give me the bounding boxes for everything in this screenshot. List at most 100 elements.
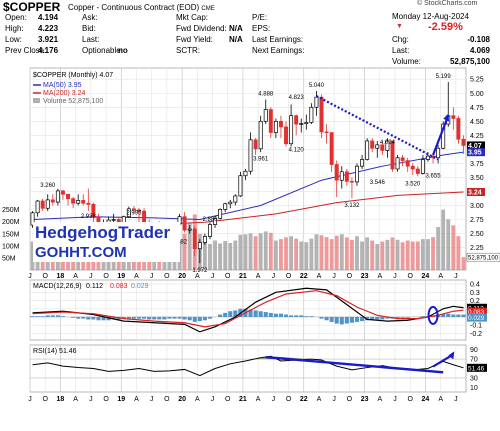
volume-bar [304,242,309,270]
quote-value: no [118,46,128,55]
quote-value: 52,875,100 [449,57,490,66]
volume-bar [405,240,410,270]
macd-histogram-bar [289,315,294,317]
candle-body [278,120,283,128]
volume-tag: 52,875,100 [468,256,499,262]
watermark-line1: HedgehogTrader [33,222,180,243]
volume-bar [329,239,334,270]
x-tick-label: J [150,396,154,403]
macd-histogram-bar [111,316,116,320]
quote-label: High: [5,24,24,33]
price-annotation: 4.888 [258,92,274,98]
candle-body [334,164,339,181]
macd-histogram-bar [131,316,136,319]
candle-body [30,212,35,226]
macd-histogram-bar [197,316,202,322]
x-tick-label: J [89,396,93,403]
quote-label: Fwd Yield: [176,35,213,44]
x-tick-label: A [317,396,322,403]
volume-bar [258,233,263,270]
candle-body [253,139,258,150]
down-arrow-icon: ▼ [396,23,403,30]
x-tick-label: O [103,396,109,403]
x-tick-label: J [332,273,336,280]
x-tick-label: J [28,396,32,403]
macd-legend: MACD(12,26,9) [33,283,82,290]
volume-tick-label: 250M [2,207,20,214]
x-tick-label: A [377,396,382,403]
x-tick-label: J [393,396,397,403]
candle-body [238,175,243,197]
instrument-name: Copper - Continuous Contract (EOD) CME [68,3,215,12]
candle-body [314,96,319,108]
candle-body [395,157,400,170]
rsi-tag: 51.46 [468,365,485,372]
macd-histogram-bar [218,314,223,317]
quote-label: Last: [82,35,100,44]
candle-body [426,155,430,160]
volume-bar [390,237,395,270]
rsi-tick-label: 70 [470,357,478,364]
quote-label: Next Earnings: [252,46,305,55]
macd-histogram-bar [456,314,461,317]
macd-histogram-bar [50,315,55,317]
candle-body [45,199,50,209]
rsi-legend: RSI(14) 51.46 [33,348,77,355]
volume-bar [218,243,223,270]
macd-histogram-bar [81,316,86,319]
price-annotation: 3.961 [253,157,269,163]
quote-label: Fwd Dividend: [176,24,227,33]
macd-histogram-bar [349,316,354,323]
y-tick-label: 3.50 [470,175,484,182]
x-tick-label: 21 [239,396,247,403]
price-tag: 4.07 [468,143,482,150]
candle-body [380,144,385,151]
volume-bar [243,234,248,270]
macd-histogram-bar [182,316,187,320]
x-tick-label: J [454,273,458,280]
quote-value: 4.194 [38,13,59,22]
candle-body [35,200,40,214]
quote-value: 4.223 [38,24,59,33]
price-legend: $COPPER (Monthly) 4.07 [33,72,113,79]
macd-histogram-bar [136,316,142,319]
macd-histogram-bar [91,316,96,320]
candle-body [187,228,192,231]
change-percent: -2.59% [428,21,463,33]
x-tick-label: O [286,273,292,280]
macd-histogram-bar [60,316,65,317]
price-annotation: 4.823 [289,95,305,101]
candle-body [304,122,309,124]
macd-histogram-bar [405,316,410,318]
ma50-legend: MA(50) 3.95 [43,82,82,89]
candle-body [284,126,288,145]
macd-histogram-bar [339,316,344,325]
candle-body [375,144,380,149]
quote-label: Last Earnings: [252,35,304,44]
macd-histogram-bar [451,314,456,317]
macd-histogram-bar [202,316,207,321]
macd-histogram-bar [187,316,192,321]
price-tag-box [467,141,485,150]
candle-body [299,123,304,125]
macd-histogram-bar [253,310,258,317]
quote-label: Volume: [392,57,421,66]
macd-tag-box [467,307,487,316]
candle-body [66,193,70,200]
quote-value: 4.176 [38,46,59,55]
quote-label: Ask: [82,13,98,22]
x-tick-label: A [256,396,261,403]
rsi-tick-label: 10 [470,385,478,392]
candle-body [329,132,334,165]
x-tick-label: A [438,396,443,403]
volume-bar [299,241,304,270]
volume-bar [400,242,405,270]
volume-bar [415,241,420,270]
rsi-tick-label: 30 [470,375,478,382]
y-tick-label: 3.75 [470,161,484,168]
candle-body [289,115,294,145]
x-tick-label: 19 [117,396,125,403]
candle-body [263,109,268,122]
candle-body [258,120,263,150]
